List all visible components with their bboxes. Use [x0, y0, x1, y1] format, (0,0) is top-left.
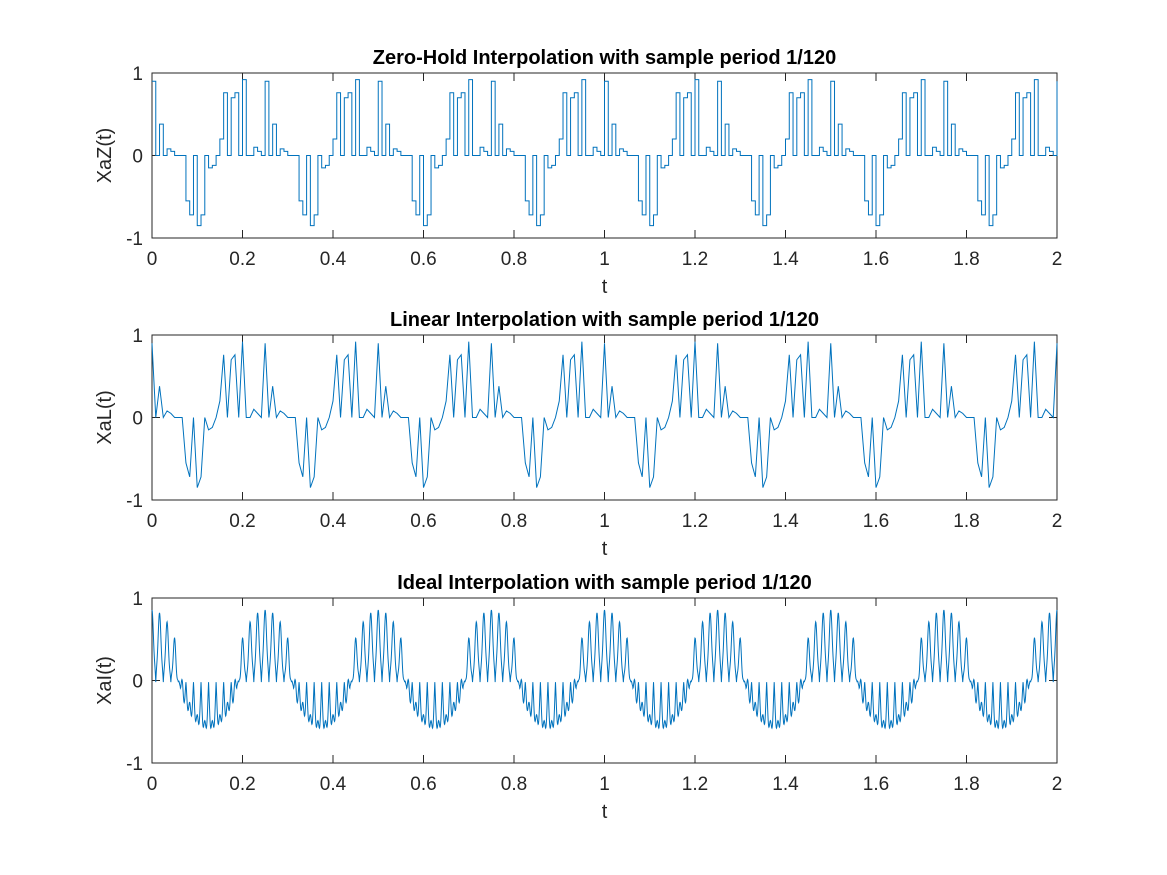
series-line	[152, 79, 1058, 227]
x-tick-label: 2	[1052, 249, 1063, 270]
subplot-ideal: Ideal Interpolation with sample period 1…	[94, 572, 1062, 823]
y-tick-label: -1	[126, 229, 143, 250]
series-line	[151, 609, 1058, 730]
x-tick-label: 1.6	[863, 511, 889, 532]
x-tick-label: 0.2	[229, 774, 255, 795]
x-axis-label: t	[602, 538, 608, 560]
x-tick-label: 1.8	[953, 249, 979, 270]
x-tick-label: 0.8	[501, 249, 527, 270]
x-tick-label: 0.8	[501, 511, 527, 532]
y-axis-label: XaZ(t)	[94, 128, 116, 184]
x-tick-label: 0	[147, 774, 158, 795]
x-tick-label: 2	[1052, 511, 1063, 532]
tick-labels: 0 0.2 0.4 0.6 0.8 1 1.2 1.4 1.6 1.8 2-101	[126, 64, 1062, 270]
x-tick-label: 0.6	[410, 774, 436, 795]
x-tick-label: 0.6	[410, 511, 436, 532]
x-axis-label: t	[602, 801, 608, 823]
x-tick-label: 1.6	[863, 774, 889, 795]
tick-labels: 0 0.2 0.4 0.6 0.8 1 1.2 1.4 1.6 1.8 2-101	[126, 589, 1062, 795]
y-axis-label: XaI(t)	[94, 656, 116, 705]
x-tick-label: 0.6	[410, 249, 436, 270]
tick-labels: 0 0.2 0.4 0.6 0.8 1 1.2 1.4 1.6 1.8 2-101	[126, 326, 1062, 532]
chart-title: Ideal Interpolation with sample period 1…	[397, 572, 812, 594]
x-axis-label: t	[602, 276, 608, 298]
x-tick-label: 0.2	[229, 249, 255, 270]
x-tick-label: 0.4	[320, 774, 347, 795]
x-tick-label: 1.8	[953, 511, 979, 532]
x-tick-label: 1.6	[863, 249, 889, 270]
chart-title: Linear Interpolation with sample period …	[390, 309, 819, 331]
y-axis-label: XaL(t)	[94, 390, 116, 444]
x-tick-label: 2	[1052, 774, 1063, 795]
x-tick-label: 1	[599, 249, 610, 270]
y-tick-label: 0	[132, 409, 143, 430]
y-tick-label: 0	[132, 147, 143, 168]
tick-marks	[151, 597, 1058, 764]
x-tick-label: 1.2	[682, 249, 708, 270]
x-tick-label: 0.4	[320, 249, 347, 270]
y-tick-label: 1	[132, 326, 143, 347]
x-tick-label: 0	[147, 249, 158, 270]
x-tick-label: 0	[147, 511, 158, 532]
chart-title: Zero-Hold Interpolation with sample peri…	[373, 47, 836, 69]
y-tick-label: 0	[132, 672, 143, 693]
x-tick-label: 1.2	[682, 511, 708, 532]
x-tick-label: 0.2	[229, 511, 255, 532]
x-tick-label: 1.2	[682, 774, 708, 795]
y-tick-label: -1	[126, 491, 143, 512]
series-line	[151, 341, 1058, 488]
x-tick-label: 1.4	[772, 511, 799, 532]
y-tick-label: -1	[126, 754, 143, 775]
x-tick-label: 0.4	[320, 511, 347, 532]
subplot-linear: Linear Interpolation with sample period …	[94, 309, 1062, 560]
y-tick-label: 1	[132, 64, 143, 85]
x-tick-label: 1	[599, 511, 610, 532]
subplot-zero-hold: Zero-Hold Interpolation with sample peri…	[94, 47, 1062, 298]
y-tick-label: 1	[132, 589, 143, 610]
x-tick-label: 1.4	[772, 249, 799, 270]
x-tick-label: 1.8	[953, 774, 979, 795]
x-tick-label: 1	[599, 774, 610, 795]
x-tick-label: 0.8	[501, 774, 527, 795]
axes-box	[151, 597, 1058, 764]
x-tick-label: 1.4	[772, 774, 799, 795]
